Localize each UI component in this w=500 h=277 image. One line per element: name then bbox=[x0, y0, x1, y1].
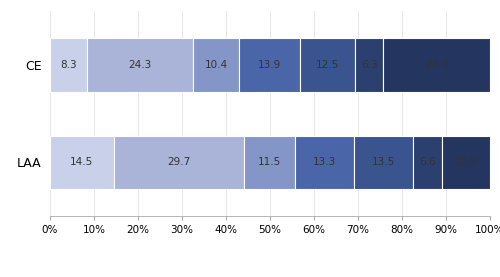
Text: 24.3: 24.3 bbox=[128, 60, 152, 70]
Text: 6.3: 6.3 bbox=[361, 60, 378, 70]
Bar bbox=[114, 135, 244, 189]
Text: 11.5: 11.5 bbox=[258, 157, 281, 167]
Bar bbox=[239, 38, 300, 92]
Text: 13.3: 13.3 bbox=[312, 157, 336, 167]
Legend: mRS 0, mRS 1, mRS 2, mRS 3, mRS 32, mRS 33, mRS 6: mRS 0, mRS 1, mRS 2, mRS 3, mRS 32, mRS … bbox=[86, 275, 454, 277]
Text: 29.7: 29.7 bbox=[168, 157, 191, 167]
Text: 6.6: 6.6 bbox=[419, 157, 436, 167]
Text: 10.9: 10.9 bbox=[454, 157, 477, 167]
Bar bbox=[413, 135, 442, 189]
Text: 13.9: 13.9 bbox=[258, 60, 281, 70]
Text: 8.3: 8.3 bbox=[60, 60, 76, 70]
Bar bbox=[354, 135, 413, 189]
Text: 13.5: 13.5 bbox=[372, 157, 395, 167]
Bar bbox=[356, 38, 383, 92]
Bar bbox=[244, 135, 295, 189]
Bar bbox=[383, 38, 490, 92]
Text: 14.5: 14.5 bbox=[70, 157, 94, 167]
Bar bbox=[50, 135, 114, 189]
Text: 24.3: 24.3 bbox=[425, 60, 448, 70]
Bar bbox=[50, 38, 86, 92]
Bar bbox=[295, 135, 354, 189]
Bar bbox=[300, 38, 356, 92]
Text: 12.5: 12.5 bbox=[316, 60, 340, 70]
Bar bbox=[194, 38, 239, 92]
Bar bbox=[442, 135, 490, 189]
Bar bbox=[86, 38, 194, 92]
Text: 10.4: 10.4 bbox=[205, 60, 228, 70]
